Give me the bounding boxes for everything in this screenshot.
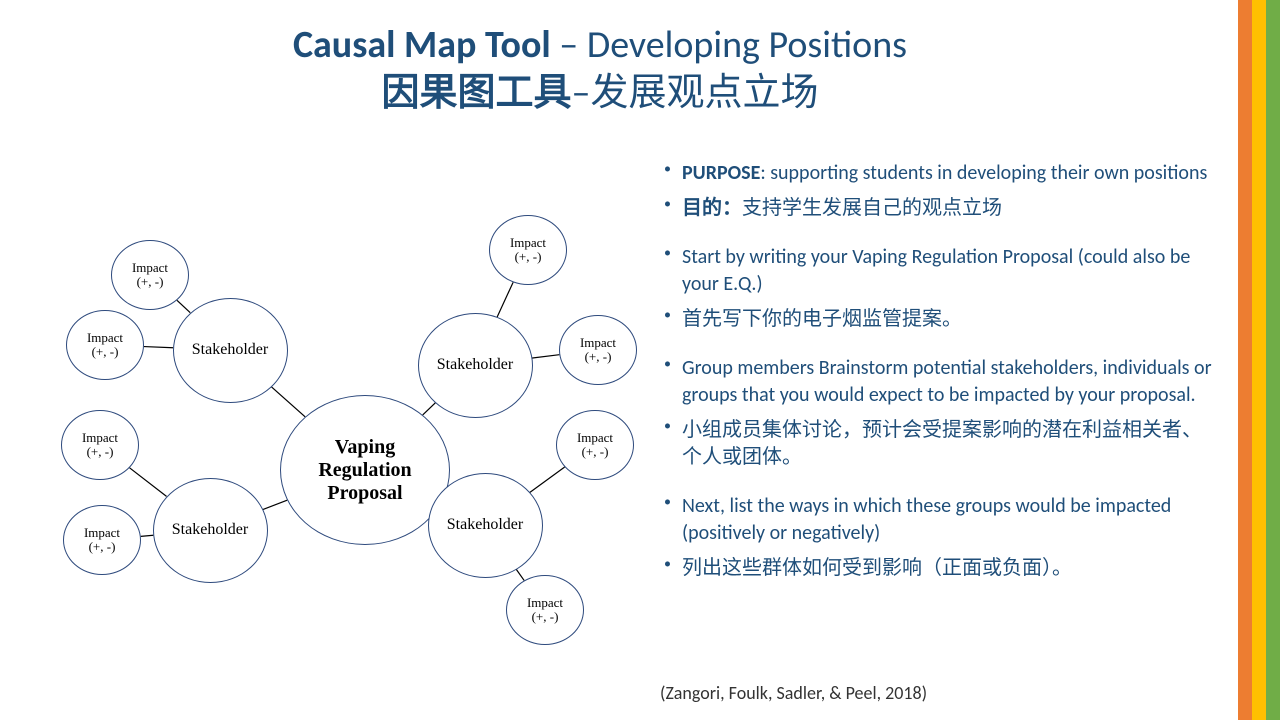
stripe-1 [1238,0,1252,720]
bullet-item: Start by writing your Vaping Regulation … [660,244,1220,298]
bullet-list: PURPOSE: supporting students in developi… [660,160,1220,590]
node-i4b: Impact(+, -) [506,575,584,645]
node-i3a: Impact(+, -) [61,410,139,480]
stripe-2 [1252,0,1266,720]
node-i3b: Impact(+, -) [63,505,141,575]
node-s3: Stakeholder [153,478,268,583]
bullet-item: Next, list the ways in which these group… [660,493,1220,547]
node-s2: Stakeholder [418,313,533,418]
title-zh: 因果图工具–发展观点立场 [0,70,1200,118]
node-i2b: Impact(+, -) [559,315,637,385]
bullet-item: 列出这些群体如何受到影响（正面或负面）。 [660,555,1220,582]
title-en-bold: Causal Map Tool [293,22,551,68]
node-i4a: Impact(+, -) [556,410,634,480]
bullet-item: PURPOSE: supporting students in developi… [660,160,1220,187]
node-i2a: Impact(+, -) [489,215,567,285]
title-en: Causal Map Tool – Developing Positions [0,22,1200,70]
causal-map-diagram: VapingRegulationProposalStakeholder Stake… [20,200,660,650]
node-s4: Stakeholder [428,473,543,578]
bullet-item: 小组成员集体讨论，预计会受提案影响的潜在利益相关者、个人或团体。 [660,417,1220,471]
title-block: Causal Map Tool – Developing Positions 因… [0,22,1200,117]
node-i1b: Impact(+, -) [66,310,144,380]
bullet-item: 首先写下你的电子烟监管提案。 [660,306,1220,333]
accent-stripes [1238,0,1280,720]
citation: (Zangori, Foulk, Sadler, & Peel, 2018) [660,682,927,704]
title-en-light: – Developing Positions [551,22,907,68]
node-center: VapingRegulationProposal [280,395,450,545]
bullet-item: Group members Brainstorm potential stake… [660,355,1220,409]
node-s1: Stakeholder [173,298,288,403]
slide: Causal Map Tool – Developing Positions 因… [0,0,1280,720]
title-zh-bold: 因果图工具 [382,70,572,116]
title-zh-light: –发展观点立场 [572,70,819,116]
stripe-3 [1266,0,1280,720]
node-i1a: Impact(+, -) [111,240,189,310]
bullet-item: 目的：支持学生发展自己的观点立场 [660,195,1220,222]
